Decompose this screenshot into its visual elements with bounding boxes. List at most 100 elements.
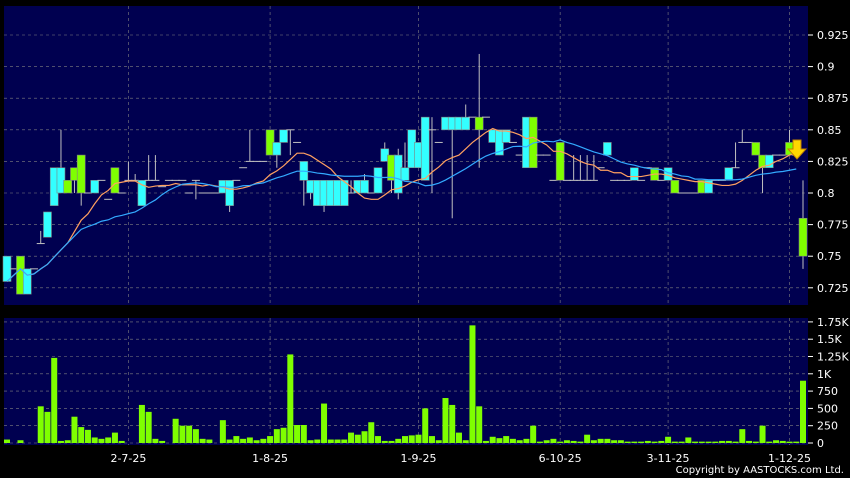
volume-bar [98, 438, 105, 443]
volume-bar [442, 398, 449, 443]
candle-body [461, 116, 471, 131]
volume-bar [361, 431, 368, 443]
volume-bar [111, 432, 118, 443]
candle-body [137, 180, 147, 206]
volume-bar [246, 437, 253, 443]
copyright: Copyright by AASTOCKS.com Ltd. [675, 465, 844, 476]
volume-bar [590, 440, 597, 443]
down-arrow-marker-icon [786, 139, 808, 160]
volume-bar [233, 436, 240, 443]
candle-body [704, 180, 713, 194]
price-tick-label: 0.825 [817, 155, 849, 168]
price-tick-label: 0.725 [817, 282, 849, 295]
candle-body [724, 167, 734, 181]
volume-tick-label: 1K [817, 368, 832, 381]
date-tick-label: 1-9-25 [401, 452, 437, 465]
volume-bar [4, 439, 10, 443]
volume-bar [172, 418, 179, 443]
volume-bar [476, 406, 483, 443]
volume-bar [665, 436, 672, 443]
volume-bar [536, 441, 543, 443]
volume-bar [226, 439, 233, 443]
volume-bar [489, 436, 496, 443]
volume-bar [773, 440, 780, 443]
volume-bar [300, 425, 307, 443]
volume-bar [280, 427, 287, 443]
axis-ticks: 0.925 0.9 0.875 0.85 0.825 0.8 0.775 0.75 0.725 2… [110, 29, 849, 465]
volume-bar [348, 432, 355, 443]
volume-bar [671, 441, 678, 443]
volume-bar [577, 441, 584, 443]
volume-bar [307, 440, 314, 443]
candle-body [22, 268, 32, 295]
candle-body [110, 167, 120, 194]
volume-bar [692, 441, 699, 443]
volume-bar [725, 440, 732, 443]
volume-bar [759, 425, 766, 443]
volume-bar [658, 440, 665, 443]
volume-bar [800, 380, 806, 443]
price-tick-label: 0.9 [817, 61, 835, 74]
volume-tick-label: 500 [817, 402, 838, 415]
candle-body [225, 180, 234, 206]
volume-bar [273, 429, 280, 443]
volume-bar [118, 440, 125, 443]
volume-bar [786, 441, 793, 443]
volume-bar [51, 357, 58, 443]
volume-bar [428, 436, 435, 443]
volume-bar [449, 404, 456, 443]
volume-bar [482, 440, 489, 443]
candle-body [555, 142, 565, 181]
volume-bar [705, 441, 712, 443]
grid [4, 6, 813, 445]
volume-bar [179, 425, 186, 443]
volume-bar [732, 441, 739, 443]
candle-body [474, 116, 484, 131]
volume-bar [779, 440, 786, 443]
volume-tick-label: 250 [817, 420, 838, 433]
volume-tick-label: 1.5K [817, 333, 842, 346]
volume-bar [91, 437, 98, 443]
volume-bar [509, 438, 516, 443]
candle-body [90, 180, 99, 194]
volume-bar [327, 439, 334, 443]
candle-body [630, 167, 639, 181]
volume-bar [321, 403, 328, 443]
volume-bar [604, 438, 611, 443]
volume-bar [698, 441, 705, 443]
volume-bar [341, 439, 348, 443]
volume-bar [206, 439, 213, 443]
volume-bar [455, 432, 462, 443]
date-tick-label: 2-7-25 [110, 452, 146, 465]
volume-bar [651, 441, 658, 443]
volume-bar [597, 438, 604, 443]
volume-bar [719, 440, 726, 443]
volume-bar [685, 437, 692, 443]
volume-tick-label: 750 [817, 385, 838, 398]
volume-bar [584, 434, 591, 443]
volume-bar [381, 440, 388, 443]
volume-bar [550, 438, 557, 443]
volume-bar [557, 441, 564, 443]
moving-averages [6, 127, 797, 282]
candle-body [603, 142, 612, 156]
price-panel [4, 6, 808, 305]
volume-bar [314, 439, 321, 443]
volume-bar [267, 436, 274, 443]
volume-bar [408, 435, 415, 443]
volume-bar [152, 438, 159, 443]
volume-bar [57, 440, 64, 443]
candle-body [360, 180, 369, 194]
ma-long-line [6, 139, 797, 282]
volume-bar [145, 411, 152, 443]
volume-bar [530, 425, 537, 443]
candle-body [272, 142, 282, 156]
volume-bar [638, 441, 645, 443]
volume-bar [71, 416, 78, 443]
candle-body [420, 116, 430, 181]
volume-bar [415, 434, 422, 443]
price-tick-label: 0.775 [817, 219, 849, 232]
volume-bar [739, 429, 746, 443]
price-tick-label: 0.75 [817, 250, 842, 263]
volume-bar [644, 440, 651, 443]
